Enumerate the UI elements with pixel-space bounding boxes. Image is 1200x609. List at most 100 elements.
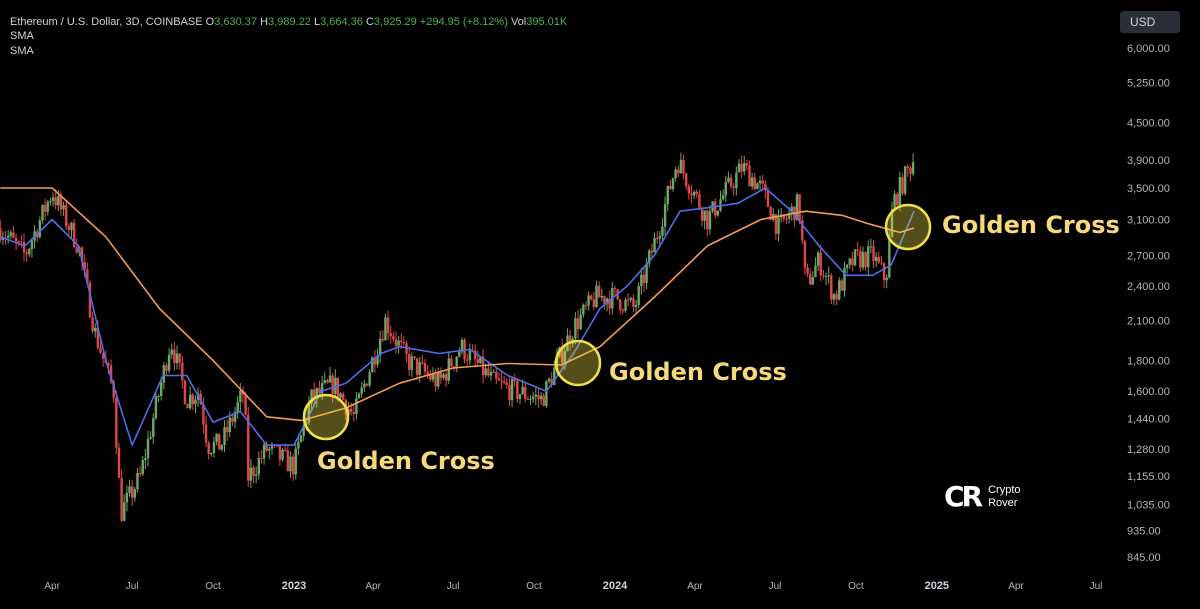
high-value: 3,989.22 <box>268 16 311 28</box>
candle-body <box>877 256 880 263</box>
x-tick-label: Apr <box>365 581 381 592</box>
candle-body <box>215 433 218 442</box>
candle-body <box>244 394 247 415</box>
candle-body <box>648 250 651 264</box>
candle-body <box>167 354 171 371</box>
candle-body <box>650 250 654 253</box>
candle-body <box>175 353 179 364</box>
candle-body <box>231 417 234 422</box>
candle-body <box>640 274 643 287</box>
candle-body <box>592 299 596 307</box>
candle-body <box>458 351 461 357</box>
candle-body <box>120 477 123 521</box>
candle-body <box>138 473 142 475</box>
candle-body <box>202 404 205 425</box>
candle-body <box>489 372 493 376</box>
candle-body <box>149 437 152 439</box>
candle-body <box>848 258 851 265</box>
candle-body <box>434 374 437 387</box>
candle-body <box>254 474 258 476</box>
candle-body <box>479 356 482 364</box>
candle-body <box>582 304 585 315</box>
y-tick-label: 1,800.00 <box>1127 356 1170 368</box>
candle-body <box>218 433 221 450</box>
y-tick-label: 935.00 <box>1127 526 1161 538</box>
candle-body <box>320 382 324 394</box>
candle-body <box>291 456 295 475</box>
candle-body <box>906 166 910 168</box>
candle-body <box>439 372 443 378</box>
candle-body <box>909 167 912 174</box>
candle-body <box>331 375 334 394</box>
candle-body <box>748 165 751 187</box>
candle-body <box>487 368 490 376</box>
candle-body <box>239 390 242 402</box>
candle-body <box>186 403 189 409</box>
candle-body <box>766 190 770 207</box>
indicator-sma-fast[interactable]: SMA <box>10 30 34 42</box>
candle-body <box>508 384 511 401</box>
candle-body <box>384 317 387 341</box>
candle-body <box>154 396 158 419</box>
candle-body <box>318 388 321 394</box>
currency-button[interactable]: USD <box>1120 11 1180 33</box>
candle-body <box>72 222 76 247</box>
x-tick-label: Jul <box>769 581 782 592</box>
candle-body <box>830 275 833 300</box>
candle-body <box>851 258 854 266</box>
candle-body <box>885 277 888 281</box>
candle-body <box>468 350 472 361</box>
candle-body <box>442 374 445 378</box>
candle-body <box>249 467 253 481</box>
candle-body <box>400 340 403 343</box>
candle-body <box>753 177 756 190</box>
candle-body <box>6 235 10 238</box>
candle-body <box>54 197 57 206</box>
candle-body <box>774 214 778 234</box>
candle-body <box>735 172 738 189</box>
candle-body <box>732 186 735 189</box>
price-axis[interactable]: 6,000.00 5,250.00 4,500.00 3,900.00 3,500.00… <box>1127 43 1170 564</box>
y-tick-label: 1,035.00 <box>1127 499 1170 511</box>
candle-body <box>220 445 224 450</box>
candle-body <box>903 166 907 194</box>
candle-body <box>28 249 31 255</box>
candle-body <box>365 383 369 386</box>
candle-body <box>801 220 804 241</box>
candle-body <box>595 285 598 307</box>
candle-body <box>576 318 580 330</box>
candle-body <box>173 349 176 364</box>
candle-body <box>645 263 648 284</box>
candle-body <box>17 241 20 243</box>
candle-body <box>99 347 102 353</box>
candle-body <box>357 393 361 399</box>
candle-body <box>260 457 263 459</box>
candle-body <box>410 356 414 370</box>
candle-body <box>130 486 134 498</box>
candle-body <box>476 359 479 364</box>
candle-body <box>756 183 759 190</box>
candle-body <box>57 195 60 206</box>
candle-body <box>872 246 875 262</box>
candle-body <box>109 365 113 382</box>
candle-body <box>315 388 319 400</box>
candle-body <box>777 217 780 234</box>
candle-body <box>381 338 385 341</box>
candle-body <box>782 214 786 219</box>
candle-body <box>500 380 503 382</box>
candle-body <box>695 191 698 194</box>
golden-cross-markers <box>302 203 932 441</box>
candle-body <box>724 182 727 196</box>
candle-body <box>761 180 764 184</box>
candle-body <box>460 339 464 352</box>
candle-body <box>270 444 274 449</box>
candle-body <box>658 235 662 239</box>
indicator-sma-slow[interactable]: SMA <box>10 45 34 57</box>
candle-body <box>41 204 44 221</box>
candle-body <box>452 366 456 368</box>
candle-body <box>524 386 527 399</box>
time-axis[interactable]: Apr Jul Oct 2023 Apr Jul Oct 2024 Apr Jul Oct 2025 A… <box>44 580 1102 592</box>
candle-body <box>629 298 632 300</box>
candle-body <box>714 201 717 216</box>
